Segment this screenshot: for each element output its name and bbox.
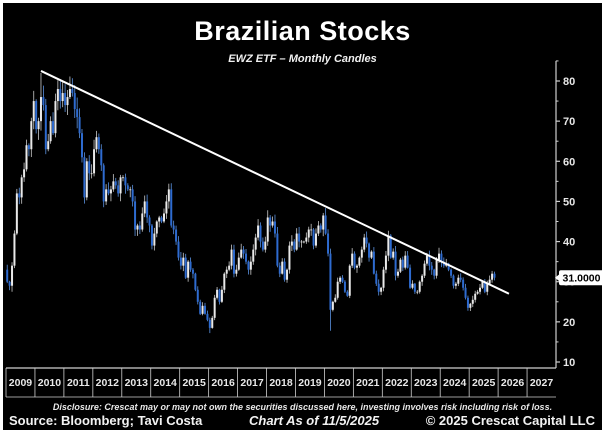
svg-text:2010: 2010 xyxy=(38,377,62,389)
chart-subtitle: EWZ ETF – Monthly Candles xyxy=(228,53,377,65)
svg-text:2009: 2009 xyxy=(9,377,33,389)
chart-title: Brazilian Stocks xyxy=(194,16,411,46)
svg-text:80: 80 xyxy=(563,76,575,88)
svg-text:2017: 2017 xyxy=(240,377,264,389)
copyright-text: © 2025 Crescat Capital LLC xyxy=(425,413,595,428)
svg-text:2019: 2019 xyxy=(298,377,322,389)
svg-text:2023: 2023 xyxy=(414,377,438,389)
svg-text:2024: 2024 xyxy=(443,377,467,389)
svg-text:2015: 2015 xyxy=(182,377,206,389)
svg-text:2021: 2021 xyxy=(356,377,380,389)
chart-as-of-text: Chart As of 11/5/2025 xyxy=(249,413,380,428)
svg-text:2012: 2012 xyxy=(96,377,120,389)
svg-text:2013: 2013 xyxy=(125,377,149,389)
svg-text:31.0000: 31.0000 xyxy=(563,273,601,285)
footer-bar: Source: Bloomberg; Tavi Costa Chart As o… xyxy=(9,413,595,428)
svg-text:2020: 2020 xyxy=(327,377,351,389)
disclosure-text: Disclosure: Crescat may or may not own t… xyxy=(52,402,553,412)
svg-text:70: 70 xyxy=(563,116,575,128)
svg-text:2025: 2025 xyxy=(472,377,496,389)
svg-text:2018: 2018 xyxy=(269,377,293,389)
svg-text:60: 60 xyxy=(563,156,575,168)
svg-text:20: 20 xyxy=(563,317,575,329)
svg-text:50: 50 xyxy=(563,196,575,208)
candlestick-chart: 1020304050607080200920102011201220132014… xyxy=(5,60,602,398)
svg-text:40: 40 xyxy=(563,237,575,249)
svg-text:2011: 2011 xyxy=(67,377,90,389)
source-text: Source: Bloomberg; Tavi Costa xyxy=(9,413,203,428)
svg-text:2026: 2026 xyxy=(501,377,525,389)
svg-text:2014: 2014 xyxy=(154,377,178,389)
svg-text:2016: 2016 xyxy=(211,377,235,389)
chart-panel: 1020304050607080200920102011201220132014… xyxy=(3,3,602,430)
svg-text:10: 10 xyxy=(563,357,575,369)
svg-text:2022: 2022 xyxy=(385,377,409,389)
svg-text:2027: 2027 xyxy=(530,377,554,389)
